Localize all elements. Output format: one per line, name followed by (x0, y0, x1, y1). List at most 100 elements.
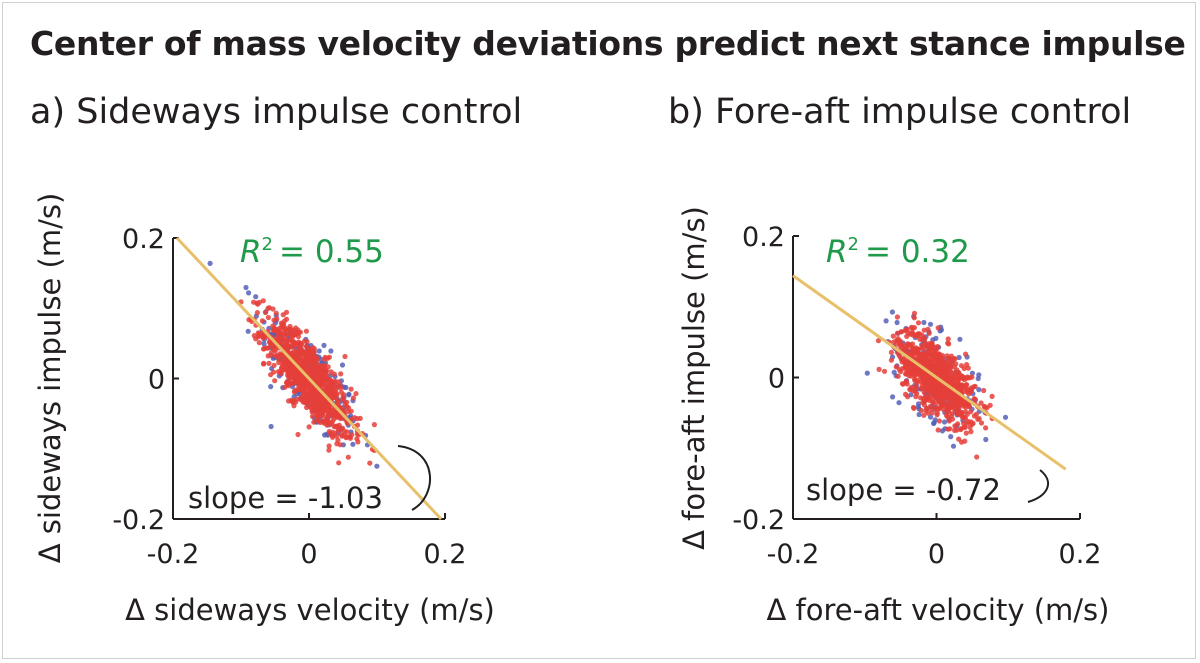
data-point-red (322, 363, 328, 369)
data-point-red (304, 404, 310, 411)
data-point-red (989, 393, 995, 399)
data-point-red (299, 386, 305, 392)
data-point-blue (969, 370, 976, 376)
data-point-red (316, 412, 322, 418)
data-point-red (954, 427, 960, 433)
data-point-red (940, 364, 946, 370)
data-point-red (354, 416, 360, 422)
data-point-red (268, 352, 274, 358)
data-point-red (899, 359, 905, 365)
data-point-blue (321, 342, 327, 348)
slope-arrow (397, 445, 432, 511)
data-point-red (304, 379, 310, 386)
data-point-red (945, 414, 951, 420)
data-point-red (943, 404, 950, 410)
panel-b-plot: -0.2 0 0.2 0.2 0 -0.2 Δ fore-aft velocity (m/s… (677, 206, 1109, 627)
data-point-red (338, 371, 344, 377)
data-point-red (941, 373, 947, 379)
data-point-blue (941, 419, 948, 425)
data-point-red (310, 386, 316, 392)
data-point-red (897, 338, 903, 344)
panel-a-title: a) Sideways impulse control (30, 92, 523, 132)
data-point-red (314, 416, 320, 422)
x-axis-label: Δ fore-aft velocity (m/s) (767, 593, 1110, 627)
data-point-red (291, 389, 298, 395)
data-point-blue (916, 411, 922, 418)
data-point-red (289, 338, 295, 345)
data-point-red (936, 368, 943, 374)
data-point-blue (207, 260, 213, 266)
data-point-red (280, 312, 286, 318)
data-point-blue (948, 434, 954, 440)
data-point-red (334, 390, 340, 397)
data-point-blue (883, 318, 889, 324)
data-point-red (956, 436, 962, 442)
data-point-blue (339, 362, 346, 368)
data-point-red (976, 416, 982, 422)
data-point-red (283, 331, 289, 338)
panel-a-plot: -0.2 0 0.2 0.2 0 -0.2 Δ sideways velocity (m/s… (33, 193, 495, 627)
data-point-red (340, 397, 346, 403)
data-point-red (970, 420, 976, 426)
data-point-red (909, 341, 916, 347)
r-squared-label: R2 = 0.55 (240, 234, 384, 270)
data-point-red (324, 417, 330, 424)
data-point-red (934, 357, 940, 363)
data-point-red (898, 329, 904, 335)
data-point-red (302, 399, 308, 406)
data-point-red (334, 433, 340, 439)
data-point-red (272, 378, 278, 384)
data-point-red (336, 460, 342, 466)
data-point-red (939, 355, 945, 361)
data-point-red (956, 402, 962, 409)
data-point-red (341, 408, 347, 414)
data-point-red (353, 391, 359, 397)
data-point-red (326, 377, 332, 383)
data-point-red (912, 376, 918, 382)
data-point-blue (261, 341, 267, 347)
data-point-red (957, 372, 963, 378)
data-point-red (307, 358, 313, 365)
data-point-red (910, 331, 916, 337)
data-point-red (923, 408, 929, 414)
data-point-red (971, 413, 978, 419)
data-point-red (315, 401, 322, 407)
data-point-red (967, 424, 973, 430)
data-point-red (925, 341, 932, 347)
data-point-red (320, 419, 326, 425)
data-point-red (903, 327, 909, 333)
data-point-red (303, 350, 309, 356)
data-point-red (934, 385, 940, 391)
data-point-red (904, 381, 910, 387)
data-point-red (259, 318, 265, 324)
data-point-blue (931, 420, 937, 426)
data-point-red (309, 402, 315, 408)
data-point-red (913, 394, 919, 400)
data-point-red (273, 310, 279, 316)
data-point-red (341, 433, 347, 439)
data-point-red (923, 350, 929, 356)
y-tick-label: -0.2 (732, 505, 785, 536)
data-point-red (348, 386, 354, 392)
data-point-blue (322, 432, 328, 438)
data-point-red (946, 379, 953, 386)
x-tick-label: 0 (300, 539, 317, 570)
data-point-red (926, 330, 932, 336)
data-point-red (918, 407, 925, 414)
data-point-red (354, 422, 361, 428)
slope-label: slope = -0.72 (806, 473, 1001, 507)
data-point-red (286, 378, 292, 384)
data-point-red (281, 321, 287, 327)
data-point-red (272, 327, 278, 333)
data-point-blue (894, 319, 900, 326)
data-point-blue (939, 428, 946, 434)
data-point-red (941, 386, 947, 392)
data-point-red (978, 420, 985, 426)
data-point-red (271, 317, 277, 323)
data-point-red (896, 352, 902, 358)
data-point-red (326, 354, 332, 360)
data-point-blue (890, 394, 896, 400)
data-point-red (335, 414, 341, 420)
data-point-red (320, 412, 326, 419)
